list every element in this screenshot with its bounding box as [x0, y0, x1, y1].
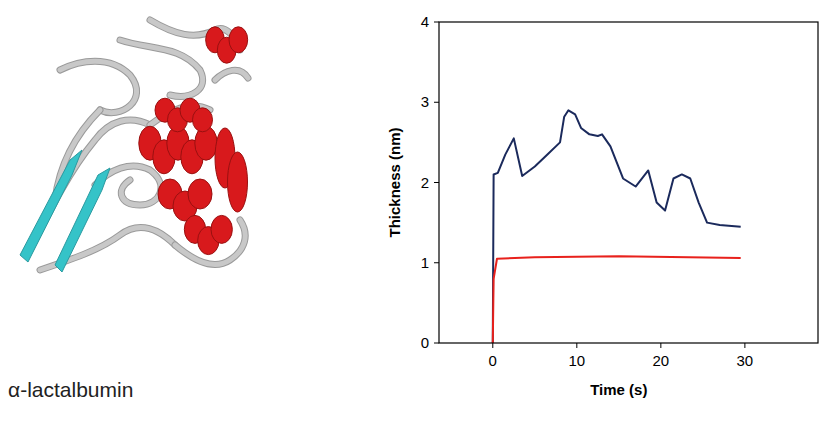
loop-outline	[60, 61, 137, 112]
x-tick-label: 10	[568, 352, 585, 369]
y-tick	[434, 22, 439, 23]
loop-outline	[215, 70, 248, 80]
helix-turn	[211, 215, 232, 243]
loop	[60, 61, 137, 112]
y-tick	[434, 343, 439, 344]
plot-frame	[439, 22, 818, 343]
series-line	[493, 256, 741, 343]
y-tick	[434, 102, 439, 103]
y-tick-label: 0	[421, 334, 429, 351]
x-tick-label: 20	[653, 352, 670, 369]
protein-illustration	[20, 20, 248, 272]
loop	[120, 40, 203, 96]
y-tick-label: 4	[421, 13, 429, 30]
figure: α-lactalbumin 0 1 2 3 4 0 10 20 30 Time (s) Thickne…	[0, 0, 822, 423]
loop	[215, 70, 248, 80]
y-tick-label: 2	[421, 174, 429, 191]
plot-lines	[493, 110, 741, 343]
x-axis-title: Time (s)	[590, 381, 647, 398]
y-tick	[434, 182, 439, 183]
y-axis-title: Thickness (nm)	[386, 127, 403, 237]
series-line	[493, 110, 741, 343]
x-tick-label: 0	[489, 352, 497, 369]
helix-turn	[193, 108, 213, 132]
y-tick-label: 3	[421, 93, 429, 110]
y-tick	[434, 262, 439, 263]
x-tick	[492, 343, 493, 348]
helix-turn	[188, 179, 212, 209]
x-tick	[660, 343, 661, 348]
caption: α-lactalbumin	[8, 378, 133, 401]
helix-turn	[228, 152, 248, 212]
helix-turn	[229, 27, 248, 53]
y-tick-label: 1	[421, 254, 429, 271]
x-tick	[576, 343, 577, 348]
beta-strand	[55, 168, 110, 272]
x-tick-label: 30	[737, 352, 754, 369]
loop-outline	[120, 40, 203, 96]
x-tick	[744, 343, 745, 348]
